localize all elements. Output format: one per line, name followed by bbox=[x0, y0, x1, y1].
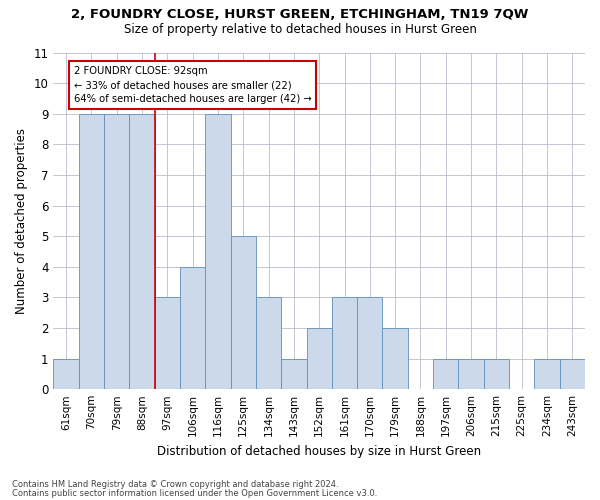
Bar bbox=[205, 114, 230, 389]
Text: Contains public sector information licensed under the Open Government Licence v3: Contains public sector information licen… bbox=[12, 488, 377, 498]
Bar bbox=[104, 114, 130, 389]
Y-axis label: Number of detached properties: Number of detached properties bbox=[15, 128, 28, 314]
Bar bbox=[53, 358, 79, 389]
Bar bbox=[382, 328, 408, 389]
Bar bbox=[79, 114, 104, 389]
Text: 2, FOUNDRY CLOSE, HURST GREEN, ETCHINGHAM, TN19 7QW: 2, FOUNDRY CLOSE, HURST GREEN, ETCHINGHA… bbox=[71, 8, 529, 20]
Text: 2 FOUNDRY CLOSE: 92sqm
← 33% of detached houses are smaller (22)
64% of semi-det: 2 FOUNDRY CLOSE: 92sqm ← 33% of detached… bbox=[74, 66, 311, 104]
Bar bbox=[180, 267, 205, 389]
Bar bbox=[130, 114, 155, 389]
Bar bbox=[307, 328, 332, 389]
Bar bbox=[281, 358, 307, 389]
X-axis label: Distribution of detached houses by size in Hurst Green: Distribution of detached houses by size … bbox=[157, 444, 481, 458]
Text: Size of property relative to detached houses in Hurst Green: Size of property relative to detached ho… bbox=[124, 22, 476, 36]
Bar bbox=[357, 298, 382, 389]
Bar bbox=[332, 298, 357, 389]
Bar bbox=[256, 298, 281, 389]
Bar bbox=[560, 358, 585, 389]
Bar bbox=[458, 358, 484, 389]
Bar bbox=[230, 236, 256, 389]
Bar bbox=[535, 358, 560, 389]
Bar bbox=[484, 358, 509, 389]
Bar bbox=[155, 298, 180, 389]
Bar bbox=[433, 358, 458, 389]
Text: Contains HM Land Registry data © Crown copyright and database right 2024.: Contains HM Land Registry data © Crown c… bbox=[12, 480, 338, 489]
